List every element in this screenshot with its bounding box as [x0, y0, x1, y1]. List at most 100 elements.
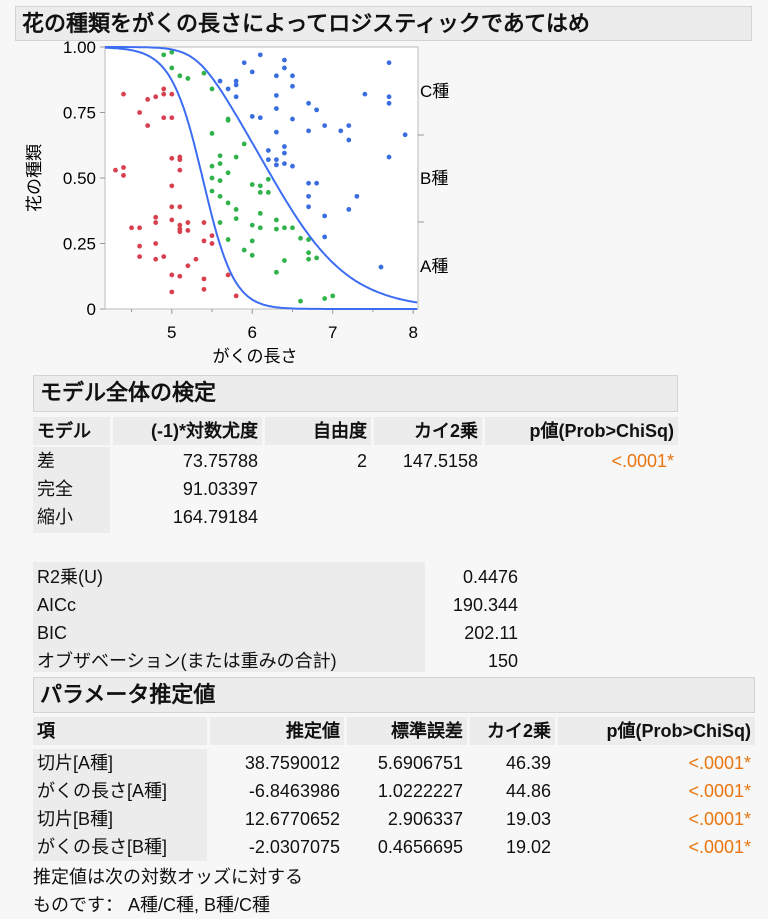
data-point-B種	[169, 65, 175, 71]
param-se-cell: 0.4656695	[377, 837, 463, 857]
data-point-B種	[161, 52, 167, 58]
data-point-C種	[306, 180, 311, 186]
data-point-C種	[241, 60, 247, 66]
x-tick-label: 8	[408, 323, 417, 342]
data-point-C種	[346, 207, 352, 212]
data-point-B種	[306, 237, 311, 242]
data-point-C種	[354, 193, 360, 199]
species-label: B種	[420, 169, 448, 188]
data-point-C種	[249, 114, 255, 119]
data-point-A種	[153, 214, 159, 220]
data-point-C種	[402, 132, 408, 138]
species-label: C種	[420, 82, 449, 101]
data-point-C種	[290, 83, 295, 89]
data-point-B種	[249, 222, 255, 228]
data-point-B種	[217, 193, 223, 199]
x-tick-label: 6	[248, 323, 257, 342]
report-title[interactable]: 花の種類をがくの長さによってロジスティックであてはめ	[15, 6, 752, 41]
param-term-cell: 切片[B種]	[33, 805, 207, 833]
data-point-A種	[169, 155, 175, 161]
loglik-value: 91.03397	[182, 479, 258, 499]
x-tick-label: 5	[167, 323, 176, 342]
col-term: 項	[33, 717, 207, 745]
data-point-C種	[265, 157, 271, 163]
data-point-C種	[282, 150, 287, 156]
data-point-C種	[290, 163, 295, 169]
y-tick-label: 0.50	[63, 169, 96, 188]
param-estimates-header[interactable]: パラメータ推定値	[33, 677, 755, 713]
param-term-cell: がくの長さ[A種]	[33, 777, 207, 805]
data-point-C種	[273, 162, 279, 168]
data-point-A種	[169, 272, 175, 278]
row-label: 完全	[33, 475, 110, 503]
data-point-C種	[314, 180, 320, 186]
data-point-B種	[225, 170, 231, 176]
data-point-C種	[282, 65, 287, 71]
data-point-A種	[177, 204, 183, 210]
row-label: 差	[33, 447, 110, 475]
data-point-C種	[306, 204, 311, 210]
data-point-A種	[153, 241, 159, 246]
data-point-B種	[257, 210, 263, 216]
data-point-A種	[113, 167, 118, 173]
data-point-C種	[233, 78, 239, 84]
param-term-cell: 切片[A種]	[33, 749, 207, 777]
species-label: A種	[420, 257, 448, 276]
data-point-B種	[217, 178, 223, 184]
data-point-A種	[177, 157, 183, 163]
data-point-C種	[290, 73, 295, 79]
data-point-C種	[290, 116, 295, 122]
data-point-C種	[346, 123, 352, 128]
data-point-A種	[233, 293, 239, 299]
chisq-value: 147.5158	[402, 451, 478, 471]
data-point-C種	[257, 52, 263, 58]
data-point-A種	[185, 220, 191, 225]
data-point-A種	[121, 91, 126, 97]
data-point-B種	[209, 175, 215, 181]
stat-value: 190.344	[452, 595, 518, 615]
param-est-cell: 12.6770652	[244, 809, 340, 829]
data-point-B種	[169, 49, 175, 55]
data-point-B種	[273, 217, 279, 223]
data-point-A種	[177, 167, 183, 173]
data-point-A種	[201, 220, 207, 225]
whole-model-header[interactable]: モデル全体の検定	[33, 375, 678, 412]
data-point-B種	[257, 190, 263, 195]
col-loglik: (-1)*対数尤度	[113, 417, 262, 445]
data-point-B種	[233, 216, 239, 222]
data-point-A種	[169, 217, 175, 223]
param-est-cell: 38.7590012	[244, 753, 340, 773]
stat-value: 150	[487, 651, 518, 671]
data-point-B種	[265, 190, 271, 195]
y-axis-title: 花の種類	[25, 144, 44, 212]
stat-label: オブザベーション(または重みの合計)	[37, 651, 337, 671]
param-p-cell: <.0001*	[688, 837, 751, 857]
stat-value: 202.11	[464, 623, 518, 643]
data-point-B種	[201, 70, 207, 76]
param-est-cell: -2.0307075	[248, 837, 340, 857]
data-point-C種	[273, 157, 279, 163]
data-point-B種	[241, 141, 247, 147]
x-tick-label: 7	[328, 323, 337, 342]
data-point-B種	[185, 76, 191, 81]
data-point-C種	[362, 91, 368, 97]
data-point-A種	[161, 91, 167, 97]
data-point-C種	[322, 213, 328, 219]
data-point-A種	[153, 256, 159, 262]
probability-curve-a	[105, 46, 418, 310]
data-point-B種	[209, 86, 215, 92]
y-tick-label: 0.25	[63, 235, 96, 254]
param-p-cell: <.0001*	[688, 753, 751, 773]
data-point-A種	[185, 228, 191, 233]
data-point-C種	[386, 154, 392, 160]
x-axis-title: がくの長さ	[213, 347, 298, 366]
data-point-B種	[217, 220, 223, 225]
data-point-C種	[257, 115, 263, 121]
data-point-A種	[201, 286, 207, 292]
data-point-B種	[314, 255, 320, 261]
stat-label: BIC	[37, 623, 68, 643]
data-point-A種	[153, 220, 159, 225]
loglik-value: 164.79184	[172, 507, 258, 527]
loglik-value: 73.75788	[182, 451, 258, 471]
